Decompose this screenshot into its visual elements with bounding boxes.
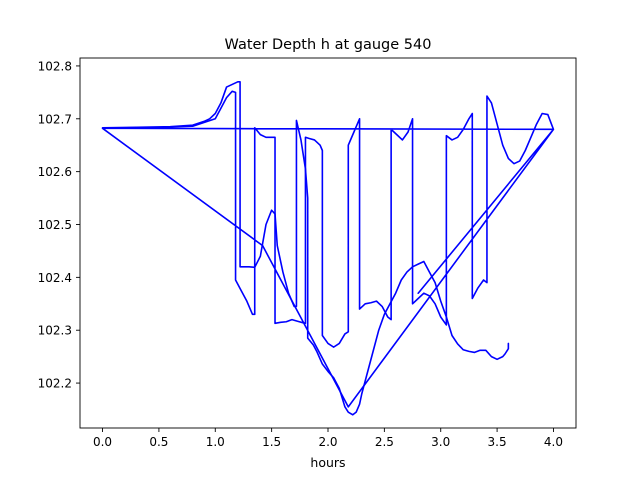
- y-tick-label: 102.7: [38, 112, 72, 126]
- x-tick-label: 2.0: [318, 435, 337, 449]
- x-tick-label: 2.5: [375, 435, 394, 449]
- x-tick-label: 1.5: [262, 435, 281, 449]
- y-axis: 102.2 102.3 102.4 102.5 102.6 102.7 102.8: [38, 59, 80, 391]
- y-tick-label: 102.3: [38, 324, 72, 338]
- x-tick-label: 0.0: [93, 435, 112, 449]
- x-tick-label: 3.5: [488, 435, 507, 449]
- y-tick-label: 102.6: [38, 165, 72, 179]
- x-tick-label: 1.0: [206, 435, 225, 449]
- x-axis-label: hours: [310, 455, 345, 470]
- x-tick-label: 0.5: [149, 435, 168, 449]
- y-tick-label: 102.2: [38, 377, 72, 391]
- y-tick-label: 102.5: [38, 218, 72, 232]
- y-tick-label: 102.4: [38, 271, 72, 285]
- series-layer: [101, 80, 555, 416]
- x-axis: 0.0 0.5 1.0 1.5 2.0 2.5 3.0 3.5 4.0: [93, 428, 563, 449]
- x-tick-label: 4.0: [544, 435, 563, 449]
- y-tick-label: 102.8: [38, 59, 72, 73]
- chart-title: Water Depth h at gauge 540: [225, 37, 432, 53]
- x-tick-label: 3.0: [431, 435, 450, 449]
- series-line-2: [101, 90, 555, 408]
